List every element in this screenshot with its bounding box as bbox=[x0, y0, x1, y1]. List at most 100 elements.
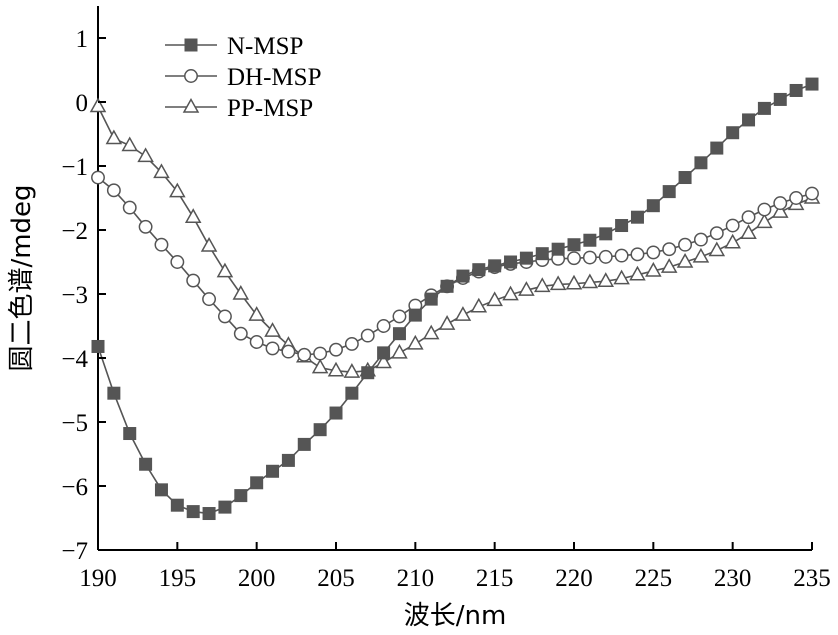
x-tick-label: 195 bbox=[159, 565, 197, 592]
series-n-msp bbox=[91, 77, 819, 521]
data-point-circle bbox=[106, 183, 121, 198]
data-point-circle bbox=[582, 250, 597, 265]
data-point-circle bbox=[741, 210, 756, 225]
data-point-square bbox=[297, 437, 311, 451]
data-point-triangle bbox=[184, 208, 202, 223]
data-point-triangle bbox=[565, 274, 583, 290]
y-tick-label: 1 bbox=[76, 26, 89, 53]
data-point-circle bbox=[614, 248, 629, 263]
x-tick-label: 235 bbox=[793, 565, 831, 592]
legend-item: PP-MSP bbox=[165, 95, 313, 122]
data-point-triangle bbox=[343, 363, 361, 378]
data-point-square bbox=[615, 219, 629, 233]
y-tick-label: −3 bbox=[61, 282, 88, 309]
data-point-triangle bbox=[629, 265, 646, 281]
data-point-circle bbox=[329, 342, 343, 357]
data-point-square bbox=[392, 327, 406, 341]
data-point-triangle bbox=[597, 272, 615, 287]
data-point-circle bbox=[313, 346, 328, 361]
data-point-triangle bbox=[533, 277, 551, 293]
legend-label: DH-MSP bbox=[227, 64, 321, 91]
series-line bbox=[97, 176, 813, 356]
data-point-circle bbox=[567, 251, 581, 266]
x-tick-label: 230 bbox=[714, 565, 752, 592]
legend-item: N-MSP bbox=[165, 33, 303, 60]
data-point-circle bbox=[217, 309, 232, 324]
data-point-square bbox=[805, 77, 819, 91]
data-point-triangle bbox=[422, 324, 440, 340]
data-point-triangle bbox=[486, 291, 503, 307]
data-point-square bbox=[757, 101, 771, 115]
data-point-triangle bbox=[645, 261, 662, 277]
data-point-square bbox=[218, 500, 232, 514]
y-tick-label: 0 bbox=[76, 90, 89, 117]
data-point-circle bbox=[265, 341, 280, 356]
data-point-circle bbox=[789, 191, 804, 205]
data-point-circle bbox=[773, 196, 788, 211]
series-layer bbox=[89, 77, 821, 521]
data-point-triangle bbox=[613, 269, 630, 285]
data-point-circle bbox=[249, 335, 264, 349]
data-point-square bbox=[456, 269, 470, 283]
x-tick-label: 225 bbox=[635, 565, 673, 592]
y-tick-label: −5 bbox=[61, 410, 88, 437]
data-point-square bbox=[234, 489, 248, 503]
data-point-circle bbox=[805, 186, 819, 201]
data-point-square bbox=[408, 308, 422, 322]
data-point-circle bbox=[297, 347, 312, 362]
data-point-triangle bbox=[121, 136, 139, 152]
x-tick-label: 200 bbox=[238, 565, 276, 592]
data-point-triangle bbox=[327, 361, 345, 377]
data-point-square bbox=[504, 255, 518, 269]
data-point-triangle bbox=[407, 334, 424, 350]
data-point-circle bbox=[281, 344, 296, 359]
data-point-triangle bbox=[676, 252, 694, 268]
data-point-square bbox=[662, 185, 676, 199]
data-point-circle bbox=[725, 218, 740, 233]
series-pp-msp bbox=[89, 97, 821, 378]
data-point-circle bbox=[202, 292, 217, 307]
data-point-square bbox=[91, 339, 105, 353]
data-point-triangle bbox=[169, 182, 186, 198]
legend-label: PP-MSP bbox=[227, 95, 313, 122]
data-point-triangle bbox=[200, 236, 218, 252]
data-point-square bbox=[170, 498, 184, 512]
y-tick-label: −7 bbox=[61, 538, 88, 565]
data-point-circle bbox=[598, 249, 613, 264]
legend: N-MSP DH-MSP PP-MSP bbox=[165, 33, 321, 122]
data-point-circle bbox=[344, 336, 359, 351]
data-point-circle bbox=[138, 219, 153, 234]
data-point-triangle bbox=[264, 322, 281, 337]
y-tick-label: −4 bbox=[61, 346, 88, 373]
data-point-circle bbox=[376, 319, 391, 333]
data-point-triangle bbox=[137, 147, 154, 163]
data-point-circle bbox=[757, 202, 772, 217]
x-tick-label: 220 bbox=[555, 565, 593, 592]
data-point-triangle bbox=[502, 285, 519, 301]
data-point-square bbox=[345, 386, 359, 400]
data-point-square bbox=[424, 292, 438, 306]
x-tick-label: 210 bbox=[397, 565, 435, 592]
data-point-square bbox=[472, 263, 486, 277]
data-point-square bbox=[281, 453, 295, 467]
data-point-triangle bbox=[549, 275, 567, 291]
data-point-triangle bbox=[391, 343, 408, 359]
data-point-triangle bbox=[216, 262, 234, 278]
data-point-triangle bbox=[756, 213, 773, 229]
y-tick-label: −2 bbox=[61, 218, 88, 245]
data-point-triangle bbox=[438, 315, 456, 330]
y-axis-label: 圆二色谱/mdeg bbox=[7, 184, 37, 371]
data-point-triangle bbox=[660, 258, 678, 273]
data-point-circle bbox=[154, 237, 169, 252]
data-point-triangle bbox=[470, 297, 488, 313]
data-point-circle bbox=[122, 200, 137, 215]
data-point-circle bbox=[630, 247, 645, 262]
data-point-circle bbox=[678, 237, 693, 252]
data-point-square bbox=[313, 423, 327, 437]
data-point-square bbox=[646, 199, 660, 213]
x-tick-label: 215 bbox=[476, 565, 514, 592]
data-point-circle bbox=[662, 242, 677, 257]
legend-label: N-MSP bbox=[227, 33, 303, 60]
data-point-square bbox=[742, 113, 756, 127]
data-point-triangle bbox=[454, 306, 472, 321]
